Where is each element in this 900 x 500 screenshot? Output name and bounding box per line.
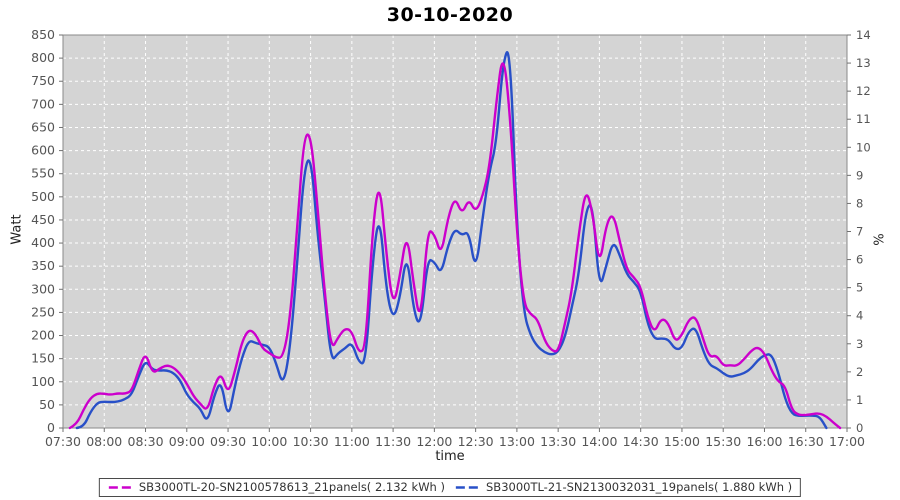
x-tick-label: 10:00 — [251, 434, 287, 449]
y-tick-label: 550 — [31, 166, 55, 181]
y-tick-label: 350 — [31, 258, 55, 273]
y-tick-label: 600 — [31, 143, 55, 158]
x-tick-label: 13:00 — [499, 434, 535, 449]
right-tick-label: 2 — [856, 365, 863, 379]
right-tick-label: 3 — [856, 337, 863, 351]
right-tick-label: 4 — [856, 309, 863, 323]
right-tick-label: 8 — [856, 196, 863, 210]
y-tick-label: 300 — [31, 281, 55, 296]
x-tick-label: 08:00 — [86, 434, 122, 449]
x-tick-label: 13:30 — [540, 434, 576, 449]
right-tick-label: 9 — [856, 168, 863, 182]
x-tick-label: 15:00 — [664, 434, 700, 449]
y-tick-label: 400 — [31, 235, 55, 250]
x-tick-label: 15:30 — [705, 434, 741, 449]
y-tick-label: 850 — [31, 27, 55, 42]
y-tick-label: 150 — [31, 351, 55, 366]
legend: SB3000TL-20-SN2100578613_21panels( 2.132… — [98, 478, 802, 497]
right-tick-label: 7 — [856, 225, 863, 239]
right-tick-label: 11 — [856, 112, 871, 126]
x-tick-label: 08:30 — [128, 434, 164, 449]
x-tick-label: 09:00 — [169, 434, 205, 449]
x-tick-label: 11:00 — [334, 434, 370, 449]
x-tick-label: 12:00 — [416, 434, 452, 449]
x-tick-label: 10:30 — [293, 434, 329, 449]
y-tick-label: 50 — [39, 397, 55, 412]
plot-area: 0501001502002503003504004505005506006507… — [31, 27, 871, 449]
right-tick-label: 10 — [856, 140, 871, 154]
right-tick-label: 14 — [856, 28, 871, 42]
x-tick-label: 17:00 — [829, 434, 865, 449]
right-axis-title: % — [869, 233, 885, 246]
y-tick-label: 250 — [31, 304, 55, 319]
series-1-swatch-icon — [108, 485, 133, 489]
right-tick-label: 12 — [856, 84, 871, 98]
series-line-2 — [75, 51, 828, 430]
y-tick-label: 750 — [31, 73, 55, 88]
y-tick-label: 500 — [31, 189, 55, 204]
x-tick-label: 14:00 — [581, 434, 617, 449]
x-tick-label: 11:30 — [375, 434, 411, 449]
x-axis-title: time — [435, 449, 465, 464]
legend-label: SB3000TL-21-SN2130032031_19panels( 1.880… — [486, 480, 793, 494]
right-tick-label: 6 — [856, 253, 863, 267]
y-tick-label: 100 — [31, 374, 55, 389]
legend-item: SB3000TL-20-SN2100578613_21panels( 2.132… — [108, 480, 445, 494]
left-axis-title: Watt — [9, 214, 25, 245]
right-tick-label: 5 — [856, 281, 863, 295]
x-tick-label: 16:30 — [788, 434, 824, 449]
legend-label: SB3000TL-20-SN2100578613_21panels( 2.132… — [138, 480, 445, 494]
x-tick-label: 07:30 — [45, 434, 81, 449]
y-tick-label: 800 — [31, 50, 55, 65]
series-2-swatch-icon — [456, 485, 480, 489]
y-tick-label: 0 — [47, 420, 55, 435]
y-tick-label: 200 — [31, 328, 55, 343]
y-tick-label: 650 — [31, 119, 55, 134]
x-tick-label: 09:30 — [210, 434, 246, 449]
legend-item: SB3000TL-21-SN2130032031_19panels( 1.880… — [455, 480, 792, 494]
x-tick-label: 14:30 — [623, 434, 659, 449]
series-line-1 — [68, 62, 842, 430]
y-tick-label: 700 — [31, 96, 55, 111]
x-tick-label: 16:00 — [746, 434, 782, 449]
x-tick-label: 12:30 — [458, 434, 494, 449]
right-tick-label: 1 — [856, 393, 863, 407]
right-tick-label: 13 — [856, 56, 871, 70]
chart-title: 30-10-2020 — [386, 4, 514, 26]
right-tick-label: 0 — [856, 421, 863, 435]
y-tick-label: 450 — [31, 212, 55, 227]
